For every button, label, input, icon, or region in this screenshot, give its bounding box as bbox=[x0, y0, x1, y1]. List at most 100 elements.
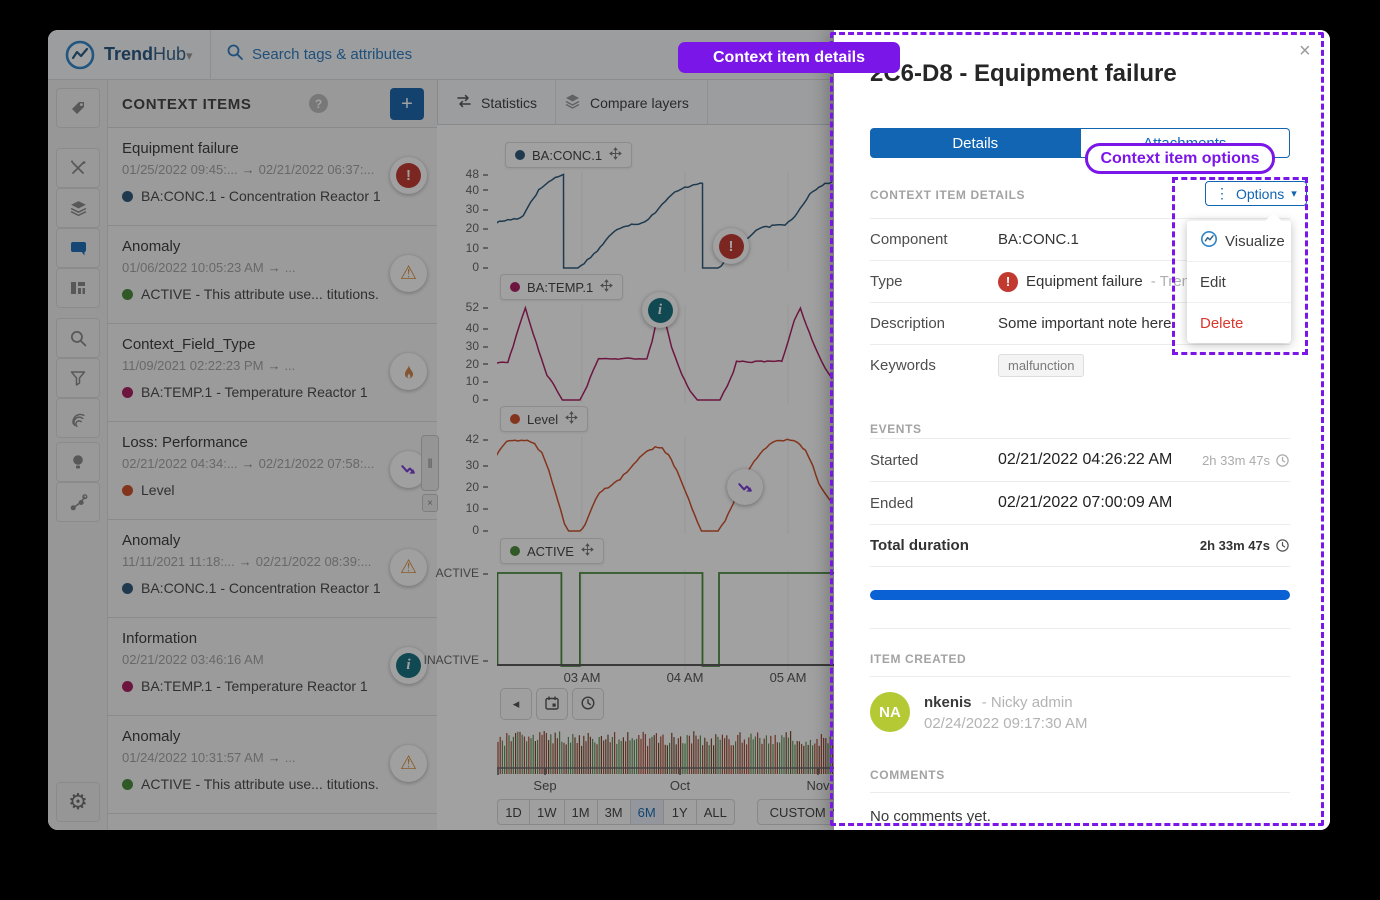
funnel-icon bbox=[69, 369, 87, 387]
section-comments: COMMENTS bbox=[870, 768, 945, 782]
keyword-chip[interactable]: malfunction bbox=[998, 354, 1085, 377]
comments-empty-state: No comments yet. bbox=[870, 808, 991, 825]
context-item-row[interactable]: Anomaly 11/11/2021 11:18:... → 02/21/2022 … bbox=[108, 520, 437, 618]
sidebar-item-magic[interactable] bbox=[56, 148, 100, 188]
sidebar-item-filter[interactable] bbox=[56, 358, 100, 398]
context-item-row[interactable]: Loss: Performance 02/21/2022 04:34:... → 0… bbox=[108, 422, 437, 520]
sidebar-item-tags[interactable] bbox=[56, 88, 100, 128]
icon-sidebar: ⚙ bbox=[48, 80, 108, 830]
sidebar-item-context-items[interactable] bbox=[56, 228, 100, 268]
detail-panel-title: 2C6-D8 - Equipment failure bbox=[870, 60, 1177, 87]
item-title: Context_Field_Type bbox=[122, 336, 256, 353]
time-button[interactable] bbox=[572, 688, 604, 720]
item-title: Anomaly bbox=[122, 238, 181, 255]
close-panel-button[interactable]: × bbox=[1299, 40, 1311, 62]
x-axis-line bbox=[497, 664, 837, 666]
range-1w-button[interactable]: 1W bbox=[530, 799, 565, 825]
information-badge[interactable]: i bbox=[642, 292, 678, 328]
item-title: Loss: Performance bbox=[122, 434, 248, 451]
sidebar-item-search[interactable] bbox=[56, 318, 100, 358]
item-type-badge bbox=[390, 353, 427, 390]
layers-icon bbox=[69, 199, 88, 218]
chart-active[interactable] bbox=[497, 570, 837, 669]
context-item-row[interactable]: Context_Field_Type 11/09/2021 02:22:23 P… bbox=[108, 324, 437, 422]
calendar-button[interactable] bbox=[536, 688, 568, 720]
sidebar-item-layers[interactable] bbox=[56, 188, 100, 228]
series-name: Level bbox=[527, 411, 559, 427]
series-color-dot bbox=[510, 546, 520, 556]
menu-item-visualize[interactable]: Visualize bbox=[1187, 220, 1291, 261]
statistics-button[interactable]: Statistics bbox=[438, 80, 557, 125]
add-context-item-button[interactable]: + bbox=[390, 88, 424, 120]
topbar-divider bbox=[210, 30, 211, 80]
panel-collapse-button[interactable]: × bbox=[422, 494, 438, 512]
workspace-chevron-down-icon[interactable]: ▾ bbox=[186, 48, 193, 63]
grip-icon: ‖ bbox=[427, 455, 433, 471]
context-item-row[interactable]: Information 02/21/2022 03:46:16 AM BA:TE… bbox=[108, 618, 437, 716]
comment-icon bbox=[69, 239, 88, 257]
sidebar-item-insights[interactable] bbox=[56, 442, 100, 482]
range-6m-button[interactable]: 6M bbox=[630, 799, 664, 825]
move-icon[interactable] bbox=[600, 279, 614, 295]
move-icon[interactable] bbox=[609, 147, 622, 163]
context-item-row[interactable]: Anomaly 01/06/2022 10:05:23 AM →... ACTIV… bbox=[108, 226, 437, 324]
series-color-dot bbox=[510, 282, 520, 292]
context-item-row-partial bbox=[108, 814, 437, 830]
loss-badge[interactable] bbox=[727, 469, 763, 505]
range-1y-button[interactable]: 1Y bbox=[663, 799, 697, 825]
sidebar-item-fingerprint[interactable] bbox=[56, 398, 100, 438]
compare-layers-label: Compare layers bbox=[590, 94, 689, 111]
arrow-right-icon: → bbox=[241, 162, 255, 177]
menu-item-delete[interactable]: Delete bbox=[1187, 302, 1291, 343]
equipment-failure-badge[interactable]: ! bbox=[713, 228, 749, 264]
tag-color-dot bbox=[122, 190, 133, 202]
move-icon[interactable] bbox=[565, 411, 578, 427]
search-placeholder: Search tags & attributes bbox=[252, 46, 413, 63]
item-type-badge bbox=[390, 451, 427, 488]
range-3m-button[interactable]: 3M bbox=[597, 799, 631, 825]
compare-layers-button[interactable]: Compare layers bbox=[546, 80, 708, 125]
panel-title: CONTEXT ITEMS bbox=[122, 96, 252, 113]
context-item-row[interactable]: Anomaly 01/24/2022 10:31:57 AM →... ACTIV… bbox=[108, 716, 437, 814]
tab-details[interactable]: Details bbox=[870, 128, 1081, 158]
panel-resize-handle[interactable]: ‖ bbox=[421, 435, 439, 491]
menu-item-edit[interactable]: Edit bbox=[1187, 261, 1291, 302]
tag-color-dot bbox=[122, 288, 133, 300]
options-button[interactable]: ⋮ Options ▾ bbox=[1205, 181, 1307, 206]
search-input[interactable]: Search tags & attributes bbox=[226, 43, 412, 66]
legend-chip-temp[interactable]: BA:TEMP.1 bbox=[500, 274, 624, 300]
sidebar-item-settings[interactable]: ⚙ bbox=[56, 782, 100, 822]
calendar-icon bbox=[544, 695, 560, 714]
pan-left-button[interactable]: ◂ bbox=[500, 688, 532, 720]
clock-icon bbox=[1276, 453, 1289, 467]
item-title: Anomaly bbox=[122, 728, 181, 745]
close-icon: × bbox=[427, 497, 433, 509]
item-dates: 01/25/2022 09:45:... → 02/21/2022 06:37:..… bbox=[122, 162, 375, 177]
field-description: Description Some important note here. bbox=[870, 302, 1290, 344]
dashboard-icon bbox=[69, 279, 87, 297]
creator-timestamp: 02/24/2022 09:17:30 AM bbox=[924, 715, 1088, 732]
chart-level[interactable] bbox=[497, 437, 837, 534]
series-name: BA:TEMP.1 bbox=[527, 279, 594, 295]
range-1d-button[interactable]: 1D bbox=[497, 799, 530, 825]
item-dates: 11/11/2021 11:18:... → 02/21/2022 08:39:..… bbox=[122, 554, 372, 569]
sidebar-item-ml-network[interactable] bbox=[56, 482, 100, 522]
range-all-button[interactable]: ALL bbox=[696, 799, 735, 825]
move-icon[interactable] bbox=[581, 543, 594, 559]
legend-chip-conc[interactable]: BA:CONC.1 bbox=[505, 142, 633, 168]
statistics-icon bbox=[456, 93, 472, 112]
context-item-row[interactable]: Equipment failure 01/25/2022 09:45:... → 0… bbox=[108, 128, 437, 226]
item-tag: ACTIVE - This attribute use... titutions… bbox=[122, 286, 383, 302]
item-type-badge: ⚠ bbox=[390, 255, 427, 292]
item-tag: BA:TEMP.1 - Temperature Reactor 1 bbox=[122, 384, 383, 400]
legend-chip-level[interactable]: Level bbox=[500, 406, 589, 432]
legend-chip-active[interactable]: ACTIVE bbox=[500, 538, 604, 564]
field-component: Component BA:CONC.1 bbox=[870, 218, 1290, 260]
gear-icon: ⚙ bbox=[68, 789, 88, 814]
range-1m-button[interactable]: 1M bbox=[564, 799, 598, 825]
help-icon[interactable]: ? bbox=[309, 94, 328, 113]
chart-conc[interactable] bbox=[497, 172, 837, 271]
series-color-dot bbox=[510, 414, 520, 424]
sidebar-item-dashboard[interactable] bbox=[56, 268, 100, 308]
